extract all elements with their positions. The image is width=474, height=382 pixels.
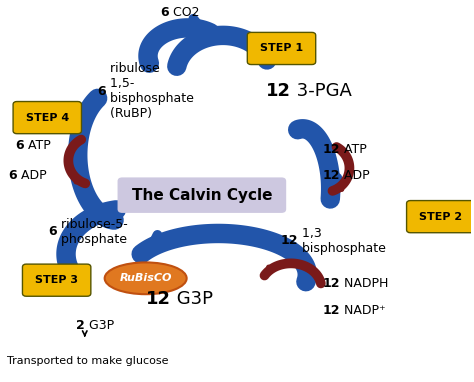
- Text: 2: 2: [76, 319, 85, 332]
- Text: G3P: G3P: [172, 290, 213, 308]
- Text: 6: 6: [161, 6, 169, 19]
- Text: ATP: ATP: [24, 139, 51, 152]
- Text: 12: 12: [266, 83, 291, 100]
- Text: The Calvin Cycle: The Calvin Cycle: [132, 188, 272, 203]
- Text: 6: 6: [15, 139, 24, 152]
- Text: ATP: ATP: [340, 143, 367, 156]
- Text: CO2: CO2: [169, 6, 200, 19]
- Text: ribulose
 1,5-
 bisphosphate
 (RuBP): ribulose 1,5- bisphosphate (RuBP): [106, 62, 194, 120]
- FancyBboxPatch shape: [247, 32, 316, 65]
- Text: 12: 12: [323, 304, 340, 317]
- Text: 12: 12: [323, 277, 340, 290]
- Text: ribulose-5-
 phosphate: ribulose-5- phosphate: [57, 218, 128, 246]
- FancyBboxPatch shape: [13, 102, 82, 134]
- Text: ADP: ADP: [340, 169, 370, 182]
- Text: NADPH: NADPH: [340, 277, 388, 290]
- Text: STEP 3: STEP 3: [35, 275, 78, 285]
- Text: Transported to make glucose: Transported to make glucose: [8, 356, 169, 366]
- Text: STEP 1: STEP 1: [260, 44, 303, 53]
- Text: G3P: G3P: [85, 319, 114, 332]
- Text: 3-PGA: 3-PGA: [291, 83, 352, 100]
- Text: 1,3
 bisphosphate: 1,3 bisphosphate: [298, 227, 386, 255]
- Text: 12: 12: [146, 290, 172, 308]
- FancyBboxPatch shape: [407, 201, 474, 233]
- Ellipse shape: [105, 262, 187, 294]
- Text: RuBisCO: RuBisCO: [119, 273, 172, 283]
- Text: 12: 12: [323, 143, 340, 156]
- Text: ADP: ADP: [17, 169, 46, 182]
- Text: STEP 2: STEP 2: [419, 212, 462, 222]
- FancyBboxPatch shape: [22, 264, 91, 296]
- Text: STEP 4: STEP 4: [26, 113, 69, 123]
- Text: 6: 6: [8, 169, 17, 182]
- Text: 12: 12: [281, 235, 298, 248]
- Text: NADP⁺: NADP⁺: [340, 304, 386, 317]
- Text: 6: 6: [97, 85, 106, 98]
- FancyBboxPatch shape: [118, 177, 286, 213]
- Text: 12: 12: [323, 169, 340, 182]
- Text: 6: 6: [48, 225, 57, 238]
